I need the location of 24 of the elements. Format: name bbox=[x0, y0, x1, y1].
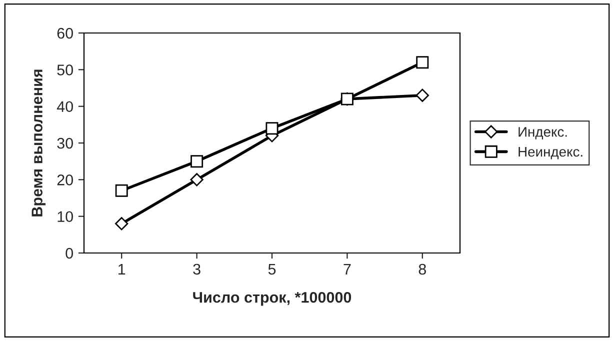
y-tick-label: 20 bbox=[57, 174, 73, 186]
x-tick-label: 1 bbox=[118, 264, 126, 274]
x-tick-label: 8 bbox=[418, 264, 426, 275]
y-tick-label: 0 bbox=[66, 248, 73, 259]
point bbox=[416, 56, 429, 69]
x-tick-label: 7 bbox=[344, 264, 351, 274]
point bbox=[266, 122, 278, 135]
y-tick-label: 40 bbox=[56, 101, 73, 112]
point bbox=[115, 184, 128, 197]
point bbox=[115, 217, 128, 230]
y-tick-label: 60 bbox=[57, 28, 73, 39]
y-tick-label: 10 bbox=[58, 211, 73, 222]
y-tick-label: 50 bbox=[57, 64, 73, 76]
point bbox=[340, 92, 354, 106]
x-axis-title: Число строк, *100000 bbox=[193, 292, 352, 306]
point bbox=[416, 88, 429, 102]
legend-label: Индекс. bbox=[518, 127, 567, 140]
y-tick-label: 30 bbox=[57, 138, 73, 149]
x-tick-label: 5 bbox=[268, 264, 276, 275]
x-tick-label: 3 bbox=[193, 264, 200, 275]
point bbox=[190, 173, 204, 186]
point bbox=[190, 155, 204, 168]
y-axis-title: Время выполнения bbox=[32, 70, 46, 216]
legend-label: Неиндекс. bbox=[518, 146, 582, 160]
